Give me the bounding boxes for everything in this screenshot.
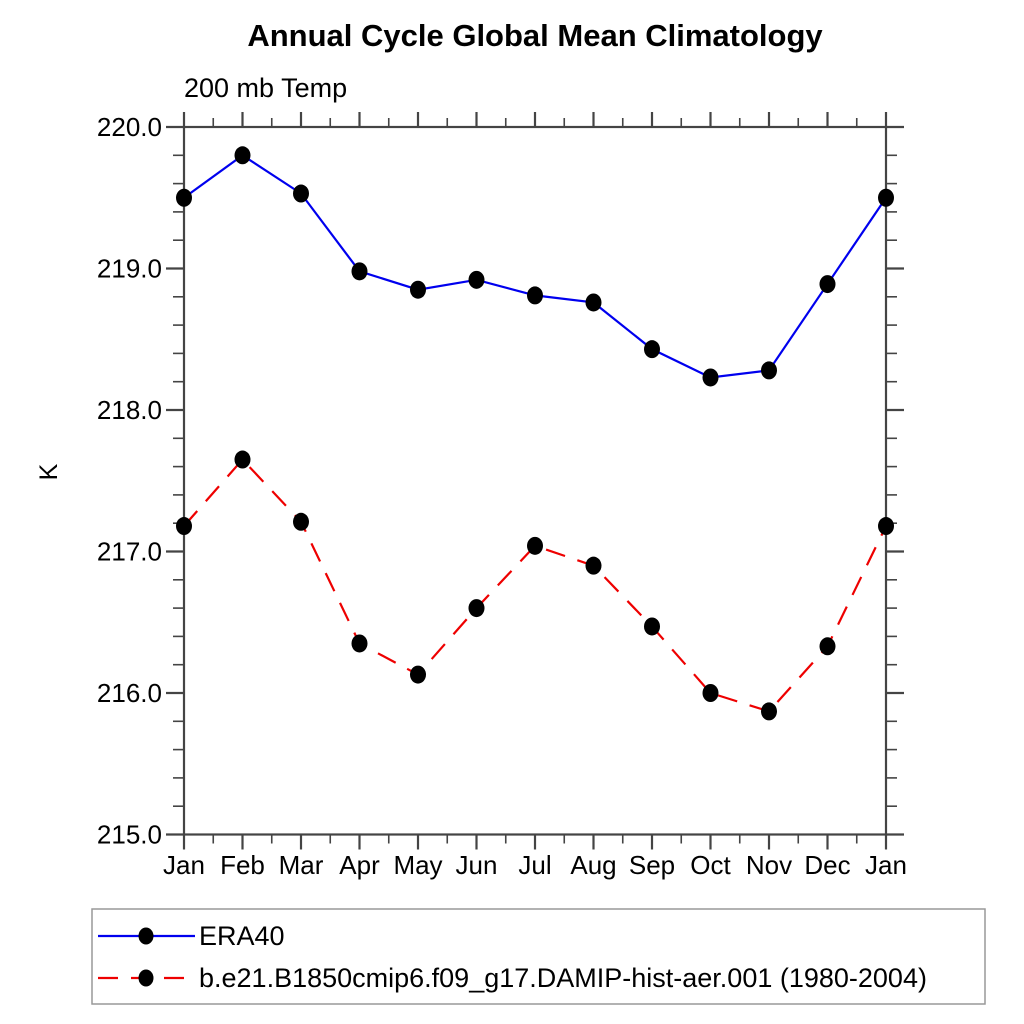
data-point: [702, 368, 719, 387]
legend-box: [91, 908, 986, 1005]
x-tick-label: Feb: [220, 850, 265, 880]
y-tick-label: 217.0: [97, 537, 162, 567]
x-tick-label: Jul: [518, 850, 551, 880]
data-point: [819, 275, 836, 294]
x-tick-label: Jan: [865, 850, 907, 880]
x-tick-label: Jan: [163, 850, 205, 880]
x-tick-label: Aug: [570, 850, 616, 880]
legend-label-model: b.e21.B1850cmip6.f09_g17.DAMIP-hist-aer.…: [199, 963, 927, 993]
data-point: [644, 617, 660, 636]
x-tick-label: Nov: [746, 850, 792, 880]
y-tick-label: 218.0: [97, 395, 162, 425]
data-point: [585, 293, 602, 312]
data-point: [234, 450, 251, 469]
data-point: [410, 665, 426, 684]
legend-label-era40: ERA40: [199, 921, 285, 951]
x-tick-label: May: [393, 850, 442, 880]
x-tick-label: Jun: [456, 850, 498, 880]
axis-box: [182, 125, 888, 836]
data-point: [702, 684, 719, 702]
data-point: [527, 286, 543, 305]
data-point: [351, 262, 368, 281]
data-point: [293, 512, 309, 531]
data-point: [176, 517, 192, 536]
data-point: [819, 637, 836, 656]
data-point: [585, 556, 602, 575]
data-point: [176, 188, 192, 207]
data-point: [761, 702, 777, 721]
y-tick-label: 215.0: [97, 820, 162, 850]
x-tick-label: Oct: [690, 850, 731, 880]
data-point: [410, 280, 426, 299]
data-point: [293, 184, 309, 203]
data-point: [644, 340, 660, 359]
x-tick-label: Sep: [629, 850, 675, 880]
data-point: [761, 361, 777, 380]
data-point: [234, 146, 251, 165]
chart-title: Annual Cycle Global Mean Climatology: [247, 18, 823, 53]
x-tick-label: Apr: [339, 850, 380, 880]
legend: ERA40 b.e21.B1850cmip6.f09_g17.DAMIP-his…: [91, 908, 986, 1005]
y-tick-label: 220.0: [97, 112, 162, 142]
y-axis-label: K: [35, 463, 63, 480]
series-line-0: [183, 153, 887, 379]
legend-marker-model: [138, 969, 154, 987]
data-point: [468, 270, 485, 289]
x-tick-label: Dec: [804, 850, 850, 880]
series-line-1: [183, 457, 887, 713]
x-tick-label: Mar: [279, 850, 324, 880]
data-point: [878, 517, 894, 536]
data-point: [878, 188, 894, 207]
data-point: [468, 599, 485, 618]
data-point: [351, 634, 368, 653]
chart-subtitle: 200 mb Temp: [184, 73, 347, 103]
y-tick-label: 216.0: [97, 678, 162, 708]
data-point: [527, 536, 543, 555]
plot-area: [166, 112, 904, 850]
y-tick-label: 219.0: [97, 254, 162, 284]
legend-marker-era40: [138, 927, 154, 945]
